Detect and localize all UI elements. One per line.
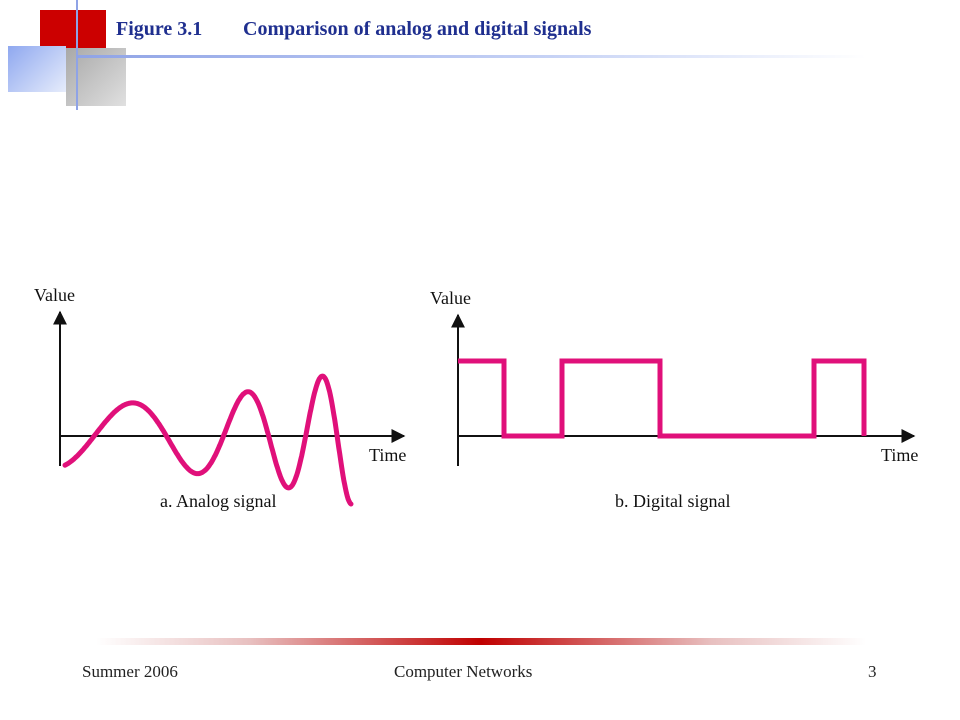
- figure-number: Figure 3.1: [116, 18, 203, 40]
- footer-course: Computer Networks: [394, 662, 533, 681]
- figure-title-text: Comparison of analog and digital signals: [243, 18, 592, 40]
- digital-signal-wave: [458, 358, 867, 439]
- digital-caption: b. Digital signal: [615, 491, 731, 511]
- footer-date: Summer 2006: [82, 662, 178, 681]
- footer-divider: [96, 638, 866, 645]
- digital-y-axis-label: Value: [430, 288, 471, 308]
- analog-panel: Value Time a. Analog signal: [34, 285, 406, 511]
- analog-y-axis-label: Value: [34, 285, 75, 305]
- digital-x-axis-label: Time: [881, 445, 918, 465]
- figure-title: Figure 3.1 Comparison of analog and digit…: [116, 18, 916, 48]
- digital-panel: Value Time b. Digital signal: [430, 288, 918, 511]
- analog-x-axis-label: Time: [369, 445, 406, 465]
- analog-signal-wave: [62, 373, 354, 507]
- title-underline: [76, 55, 866, 58]
- corner-blue-block: [8, 46, 66, 92]
- footer-page-number: 3: [868, 662, 877, 681]
- analog-caption: a. Analog signal: [160, 491, 276, 511]
